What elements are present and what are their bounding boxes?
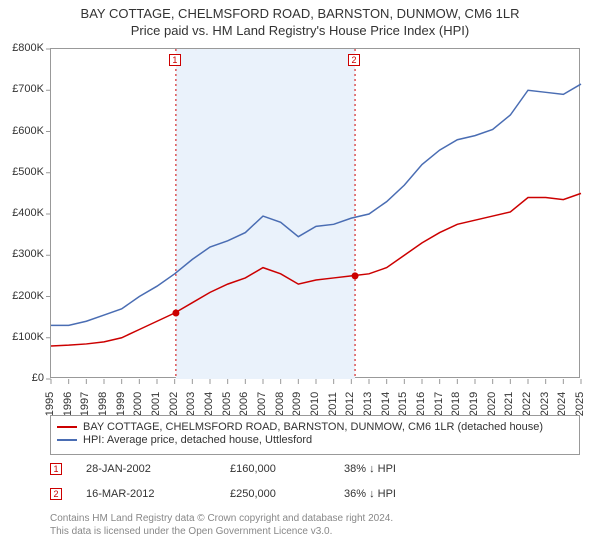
footer-line: Contains HM Land Registry data © Crown c… xyxy=(50,512,393,525)
sale-row: 2 16-MAR-2012 £250,000 36% ↓ HPI xyxy=(50,488,434,500)
ytick-label: £100K xyxy=(0,331,44,343)
ytick-label: £200K xyxy=(0,290,44,302)
sale-price: £160,000 xyxy=(230,463,320,475)
xtick-label: 2015 xyxy=(397,392,409,416)
xtick-label: 2023 xyxy=(539,392,551,416)
legend-swatch-hpi xyxy=(57,439,77,441)
legend-box: BAY COTTAGE, CHELMSFORD ROAD, BARNSTON, … xyxy=(50,415,580,455)
sale-date: 28-JAN-2002 xyxy=(86,463,206,475)
xtick-label: 2008 xyxy=(274,392,286,416)
xtick-label: 2020 xyxy=(486,392,498,416)
sale-delta: 36% ↓ HPI xyxy=(344,488,434,500)
legend-entry-property: BAY COTTAGE, CHELMSFORD ROAD, BARNSTON, … xyxy=(57,421,573,433)
xtick-label: 1996 xyxy=(62,392,74,416)
sale-delta: 38% ↓ HPI xyxy=(344,463,434,475)
sale-row: 1 28-JAN-2002 £160,000 38% ↓ HPI xyxy=(50,463,434,475)
xtick-label: 2004 xyxy=(203,392,215,416)
sale-marker: 1 xyxy=(50,463,62,475)
legend-label-hpi: HPI: Average price, detached house, Uttl… xyxy=(83,434,312,446)
ytick-label: £600K xyxy=(0,125,44,137)
xtick-label: 2005 xyxy=(221,392,233,416)
xtick-label: 2011 xyxy=(327,392,339,416)
xtick-label: 2012 xyxy=(344,392,356,416)
xtick-label: 2022 xyxy=(521,392,533,416)
xtick-label: 2000 xyxy=(132,392,144,416)
ytick-label: £400K xyxy=(0,207,44,219)
xtick-label: 1999 xyxy=(115,392,127,416)
xtick-label: 2014 xyxy=(380,392,392,416)
legend-swatch-property xyxy=(57,426,77,428)
footer-line: This data is licensed under the Open Gov… xyxy=(50,525,393,538)
xtick-label: 2025 xyxy=(574,392,586,416)
xtick-label: 2001 xyxy=(150,392,162,416)
xtick-label: 2024 xyxy=(556,392,568,416)
chart-area xyxy=(50,48,580,378)
xtick-label: 2021 xyxy=(503,392,515,416)
xtick-label: 2017 xyxy=(433,392,445,416)
xtick-label: 2019 xyxy=(468,392,480,416)
ytick-label: £300K xyxy=(0,248,44,260)
legend-entry-hpi: HPI: Average price, detached house, Uttl… xyxy=(57,434,573,446)
xtick-label: 2007 xyxy=(256,392,268,416)
sale-price: £250,000 xyxy=(230,488,320,500)
sale-date: 16-MAR-2012 xyxy=(86,488,206,500)
xtick-label: 2002 xyxy=(168,392,180,416)
chart-marker: 1 xyxy=(169,54,181,66)
xtick-label: 2013 xyxy=(362,392,374,416)
title-line-2: Price paid vs. HM Land Registry's House … xyxy=(0,21,600,38)
sale-marker: 2 xyxy=(50,488,62,500)
xtick-label: 2009 xyxy=(291,392,303,416)
xtick-label: 2018 xyxy=(450,392,462,416)
xtick-label: 2010 xyxy=(309,392,321,416)
ytick-label: £0 xyxy=(0,372,44,384)
xtick-label: 1997 xyxy=(79,392,91,416)
xtick-label: 1998 xyxy=(97,392,109,416)
plot-svg xyxy=(51,49,581,379)
legend-label-property: BAY COTTAGE, CHELMSFORD ROAD, BARNSTON, … xyxy=(83,421,543,433)
xtick-label: 2016 xyxy=(415,392,427,416)
ytick-label: £500K xyxy=(0,166,44,178)
ytick-label: £700K xyxy=(0,83,44,95)
chart-marker: 2 xyxy=(348,54,360,66)
xtick-label: 2003 xyxy=(185,392,197,416)
xtick-label: 1995 xyxy=(44,392,56,416)
footer-text: Contains HM Land Registry data © Crown c… xyxy=(50,512,393,538)
title-line-1: BAY COTTAGE, CHELMSFORD ROAD, BARNSTON, … xyxy=(0,0,600,21)
ytick-label: £800K xyxy=(0,42,44,54)
xtick-label: 2006 xyxy=(238,392,250,416)
